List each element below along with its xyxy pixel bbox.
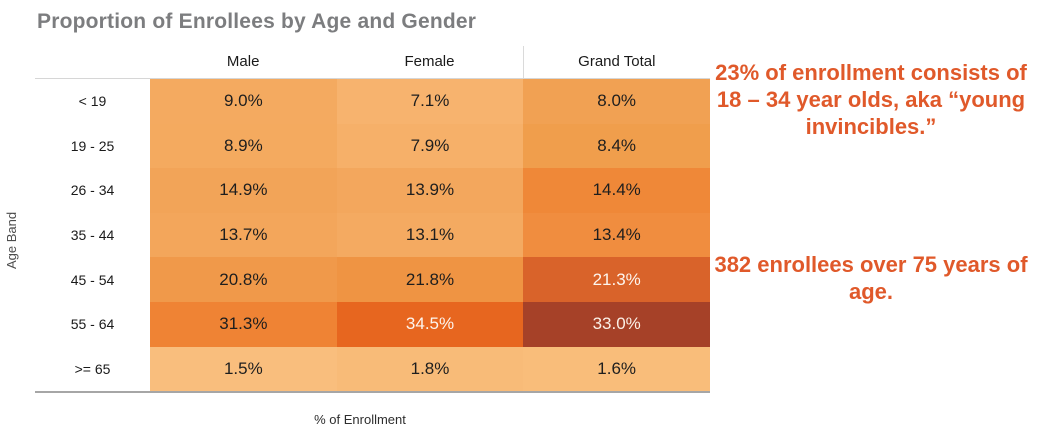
table-row: 55 - 64 31.3% 34.5% 33.0%: [35, 301, 711, 347]
column-header-male[interactable]: Male: [226, 53, 260, 70]
row-label-age-band[interactable]: 19 - 25: [35, 123, 150, 169]
annotation-over-75: 382 enrollees over 75 years of age.: [714, 252, 1028, 304]
heatmap-cell[interactable]: 1.5%: [150, 346, 337, 392]
x-axis-label-enrollment: % of Enrollment: [314, 412, 406, 427]
heatmap-cell[interactable]: 13.9%: [336, 168, 524, 213]
heatmap-cell[interactable]: 20.8%: [150, 257, 337, 302]
heatmap-cell[interactable]: 21.8%: [336, 257, 524, 302]
row-label-age-band[interactable]: 45 - 54: [35, 257, 150, 302]
heatmap-cell[interactable]: 7.9%: [336, 123, 524, 169]
heatmap-cell[interactable]: 14.4%: [523, 168, 711, 213]
heatmap-cell[interactable]: 8.4%: [523, 123, 711, 169]
annotation-young-invincibles: 23% of enrollment consists of 18 – 34 ye…: [715, 60, 1027, 139]
heatmap-cell[interactable]: 8.0%: [523, 79, 711, 124]
row-label-age-band[interactable]: < 19: [35, 79, 150, 124]
header-row: Male Female Grand Total: [35, 46, 710, 79]
column-header-grand-total[interactable]: Grand Total: [522, 46, 710, 78]
heatmap-cell[interactable]: 31.3%: [150, 301, 337, 347]
table-row: >= 65 1.5% 1.8% 1.6%: [35, 346, 711, 392]
heatmap-cell[interactable]: 13.4%: [523, 212, 711, 258]
heatmap-cell[interactable]: 14.9%: [150, 168, 337, 213]
heatmap-cell[interactable]: 7.1%: [336, 79, 524, 124]
heatmap-rows: < 19 9.0% 7.1% 8.0% 19 - 25 8.9% 7.9% 8.4% 26 - …: [35, 79, 711, 394]
row-label-age-band[interactable]: 26 - 34: [35, 168, 150, 213]
heatmap-cell[interactable]: 1.8%: [336, 346, 524, 392]
heatmap-cell[interactable]: 33.0%: [523, 301, 711, 347]
row-label-age-band[interactable]: 55 - 64: [35, 301, 150, 347]
heatmap-table: Male Female Grand Total < 19 9.0% 7.1% 8.0%…: [35, 46, 711, 394]
heatmap-cell[interactable]: 13.1%: [336, 212, 524, 258]
table-row: 19 - 25 8.9% 7.9% 8.4%: [35, 123, 711, 169]
heatmap-cell[interactable]: 34.5%: [336, 301, 524, 347]
chart-title: Proportion of Enrollees by Age and Gende…: [37, 10, 477, 33]
row-label-age-band[interactable]: >= 65: [35, 346, 150, 392]
table-row: < 19 9.0% 7.1% 8.0%: [35, 79, 711, 124]
heatmap-cell[interactable]: 13.7%: [150, 212, 337, 258]
table-row: 35 - 44 13.7% 13.1% 13.4%: [35, 212, 711, 258]
table-row: 45 - 54 20.8% 21.8% 21.3%: [35, 257, 711, 302]
heatmap-cell[interactable]: 1.6%: [523, 346, 711, 392]
heatmap-cell[interactable]: 8.9%: [150, 123, 337, 169]
heatmap-cell[interactable]: 9.0%: [150, 79, 337, 124]
row-label-age-band[interactable]: 35 - 44: [35, 212, 150, 258]
y-axis-label-age-band: Age Band: [4, 211, 19, 269]
table-row: 26 - 34 14.9% 13.9% 14.4%: [35, 168, 711, 213]
heatmap-cell[interactable]: 21.3%: [523, 257, 711, 302]
column-header-female[interactable]: Female: [404, 53, 455, 70]
